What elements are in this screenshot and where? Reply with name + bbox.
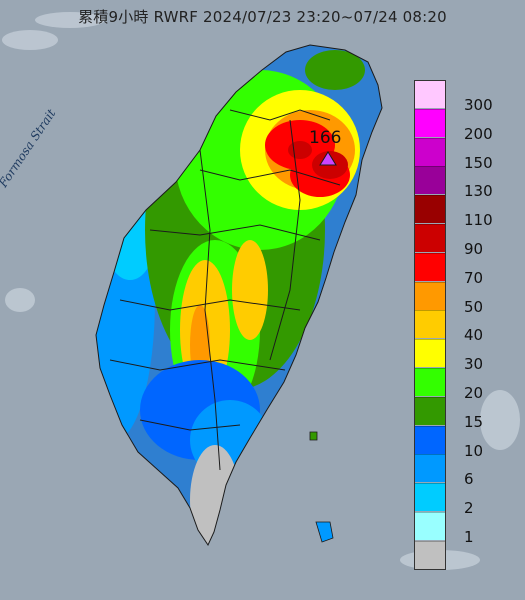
max-value-label: 166 (309, 128, 342, 148)
legend-swatch (414, 252, 446, 281)
legend-swatch (414, 281, 446, 310)
legend-swatch (414, 368, 446, 396)
legend-swatch (414, 540, 446, 569)
legend-label: 150 (464, 153, 493, 172)
legend-swatch (414, 396, 446, 425)
legend-label: 300 (464, 96, 493, 114)
max-rainfall-marker (319, 151, 337, 166)
legend-label: 40 (464, 326, 484, 345)
legend-swatch (414, 512, 446, 540)
taiwan-rainfall-field (96, 45, 382, 545)
map-title: 累積9小時 RWRF 2024/07/23 23:20~07/24 08:20 (78, 8, 447, 26)
legend-swatch (414, 224, 446, 252)
legend-swatch (414, 108, 446, 137)
legend-label: 110 (464, 211, 493, 230)
legend-label: 15 (464, 412, 484, 431)
legend-swatch (414, 166, 446, 195)
legend-swatch (414, 339, 446, 368)
legend-swatch (414, 80, 446, 108)
legend-label: 90 (464, 240, 484, 258)
legend-swatch (414, 137, 446, 166)
legend-label: 30 (464, 355, 484, 374)
legend-label: 70 (464, 268, 484, 287)
legend-swatch (414, 195, 446, 224)
legend-label: 50 (464, 297, 484, 316)
legend-label: 6 (464, 470, 474, 489)
boundaries (95, 44, 383, 546)
green-island (309, 431, 318, 441)
legend-swatch (414, 483, 446, 512)
legend-swatch (414, 454, 446, 483)
orchid-island (315, 521, 334, 543)
legend-label: 1 (464, 528, 474, 546)
legend-label: 10 (464, 441, 484, 460)
legend-label: 130 (464, 182, 493, 201)
legend-label: 20 (464, 384, 484, 402)
legend-label: 2 (464, 499, 474, 518)
legend-label: 200 (464, 124, 493, 143)
legend-swatch (414, 425, 446, 454)
legend-swatch (414, 310, 446, 339)
